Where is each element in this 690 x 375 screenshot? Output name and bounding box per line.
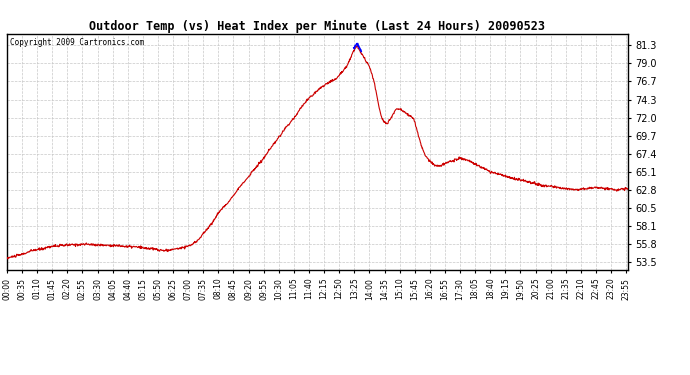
Title: Outdoor Temp (vs) Heat Index per Minute (Last 24 Hours) 20090523: Outdoor Temp (vs) Heat Index per Minute …	[90, 20, 545, 33]
Text: Copyright 2009 Cartronics.com: Copyright 2009 Cartronics.com	[10, 39, 144, 48]
